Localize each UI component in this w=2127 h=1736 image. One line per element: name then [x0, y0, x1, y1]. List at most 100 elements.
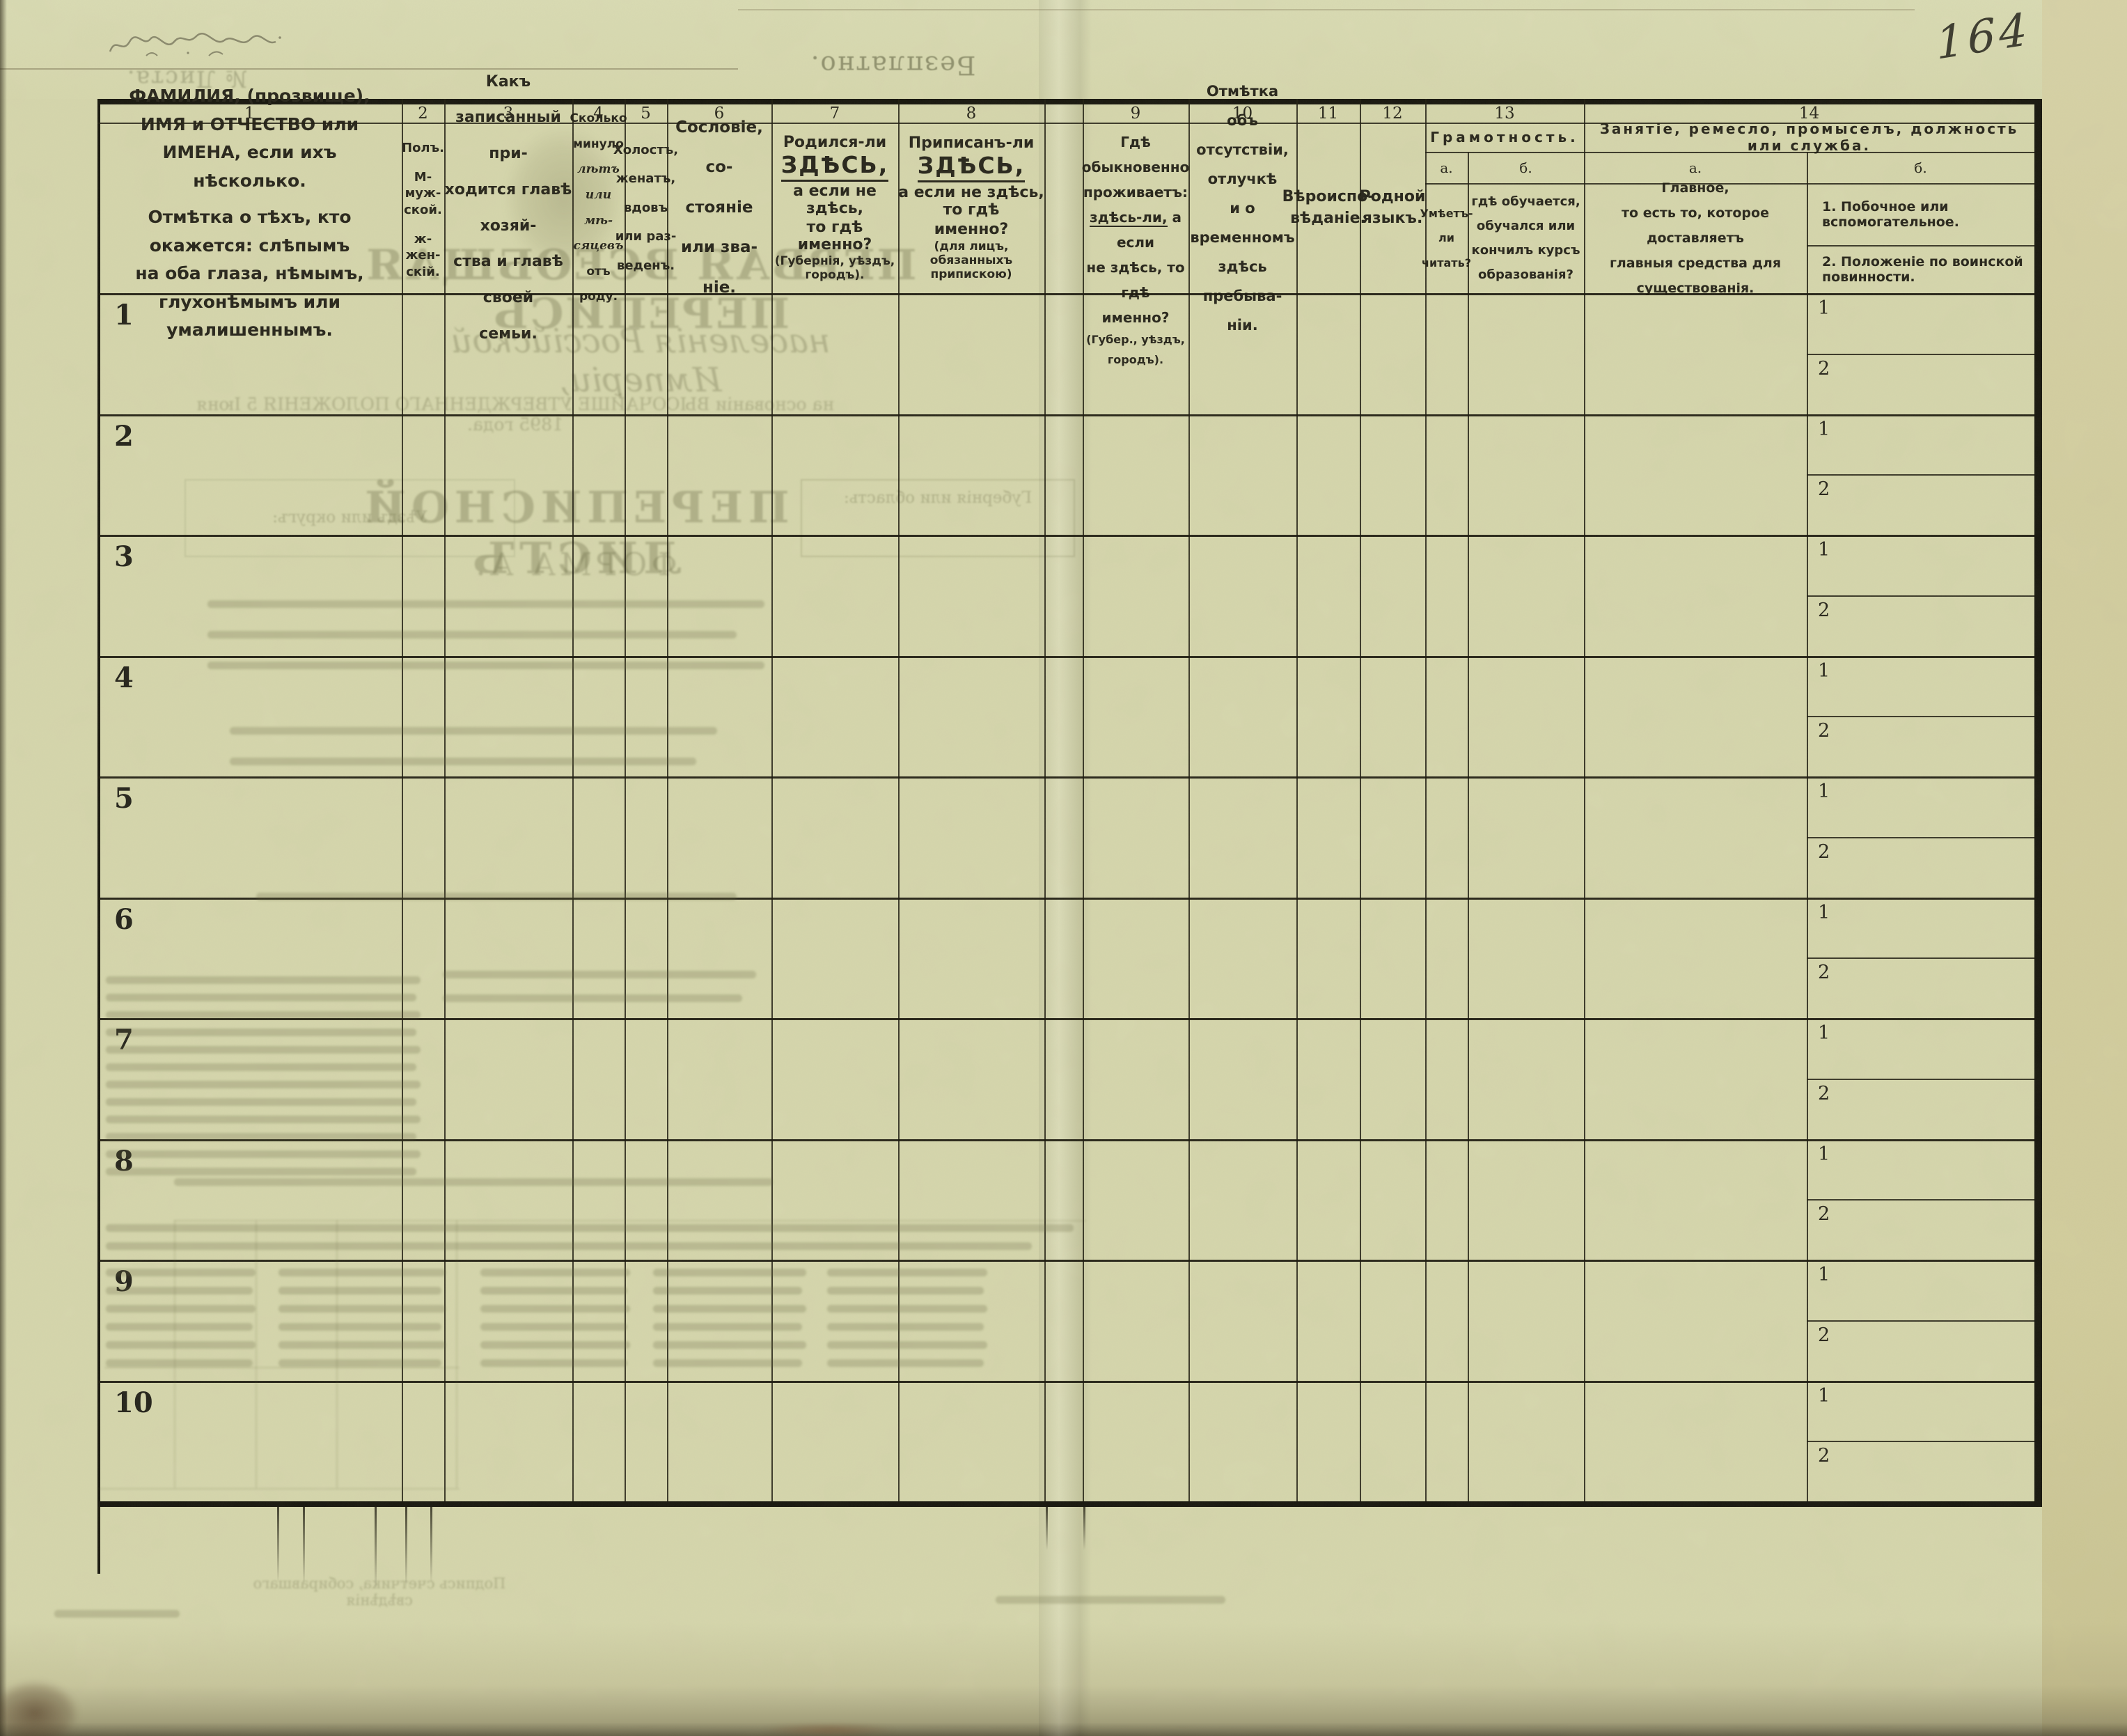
- header-14-title: Занятіе, ремесло, промыселъ, должность и…: [1599, 120, 2019, 154]
- grid-line-13-14-ab: [1425, 183, 2034, 185]
- grid-row-line: [97, 897, 2034, 900]
- grid-line-header-bottom: [97, 293, 2034, 295]
- column-header-13a-text: Умѣетъ- ли читать?: [1420, 183, 1473, 293]
- grid-line-v: [1425, 99, 1427, 1501]
- grid-line-v: [667, 99, 668, 1501]
- subrow-label: 1: [1818, 297, 1830, 319]
- column-header-2-sex: Полъ. М-муж- ской. ж-жен- скій.: [402, 127, 444, 293]
- subrow-label: 2: [1818, 599, 1830, 621]
- header-2-female: ж-жен- скій.: [405, 232, 441, 279]
- grid-line-v: [1188, 99, 1190, 1501]
- bleed-text-line: [996, 1596, 1225, 1604]
- column-header-10-absence: Отмѣтка объ отсутствіи, отлучкѣ и о врем…: [1188, 83, 1296, 334]
- header-9-l3: не здѣсь, то гдѣ именно?: [1086, 259, 1185, 326]
- subrow-label: 2: [1818, 1082, 1830, 1104]
- header-1-line2: Отмѣтка о тѣхъ, кто окажется: слѣпымъ на…: [135, 207, 364, 341]
- column-number: 12: [1382, 104, 1403, 123]
- grid-line-v-sub: [1468, 152, 1469, 1501]
- column-number: 3: [503, 104, 514, 123]
- column-header-1-name: ФАМИЛИЯ, (прозвище), ИМЯ и ОТЧЕСТВО или …: [111, 86, 388, 340]
- header-7-l2: а если не здѣсь,: [793, 182, 877, 218]
- grid-line-v: [1360, 99, 1361, 1501]
- grid-line-v: [444, 99, 446, 1501]
- header-13a-text: Умѣетъ- ли читать?: [1420, 207, 1473, 269]
- header-9-l1: Гдѣ обыкновенно проживаетъ:: [1081, 134, 1190, 201]
- header-14a-label: а.: [1688, 159, 1702, 176]
- line-stub: [277, 1507, 279, 1582]
- subrow-label: 2: [1818, 962, 1830, 984]
- stain-bottom-center: [738, 1720, 919, 1736]
- header-7-big: ЗДѢСЬ,: [780, 151, 889, 182]
- column-header-11-religion: Вѣроиспо- вѣданіе.: [1282, 123, 1374, 293]
- header-1-line1: ФАМИЛИЯ, (прозвище), ИМЯ и ОТЧЕСТВО или …: [129, 86, 370, 191]
- header-12-text: Родной языкъ.: [1359, 187, 1426, 227]
- column-number: 5: [641, 104, 651, 123]
- subrow-label: 2: [1818, 357, 1830, 380]
- grid-line-v: [1584, 99, 1585, 1501]
- stain-bottom-left: [0, 1671, 91, 1736]
- grid-halfrow-line: [1807, 836, 2034, 838]
- row-number: 6: [114, 902, 134, 936]
- header-14b2-text: 2. Положеніе по воинской повинности.: [1822, 253, 2023, 285]
- grid-row-line: [97, 414, 2034, 416]
- subrow-label: 1: [1818, 781, 1830, 802]
- header-7-pre: Родился-ли: [783, 133, 887, 151]
- row-number: 5: [114, 782, 134, 815]
- row-number: 4: [114, 661, 134, 694]
- column-number: 11: [1317, 104, 1339, 123]
- header-8-l2: а если не здѣсь, то гдѣ: [898, 184, 1044, 219]
- grid-halfrow-line: [1807, 1441, 2034, 1443]
- bleed-signature-line: Подпись счетчика, собиравшаго свѣдѣнія: [253, 1575, 506, 1609]
- subrow-label: 1: [1818, 539, 1830, 561]
- column-number: 4: [593, 104, 604, 123]
- column-header-14b2-text: 2. Положеніе по воинской повинности.: [1807, 245, 2034, 293]
- subrow-label: 2: [1818, 1445, 1830, 1467]
- grid-line-v: [771, 99, 773, 1501]
- handwritten-page-number: 164: [1934, 3, 2032, 70]
- header-7-line1: Родился-ли ЗДѢСЬ,: [771, 134, 898, 182]
- header-7-note: (Губернія, уѣздъ, городъ).: [774, 254, 895, 283]
- column-header-9-residence: Гдѣ обыкновенно проживаетъ: здѣсь-ли, а …: [1081, 123, 1190, 366]
- subrow-label: 1: [1818, 418, 1830, 440]
- grid-row-line: [97, 535, 2034, 537]
- grid-halfrow-line: [1807, 957, 2034, 960]
- grid-row-line: [97, 655, 2034, 658]
- row-number: 9: [114, 1265, 134, 1298]
- grid-halfrow-line: [1807, 474, 2034, 476]
- grid-row-line: [97, 1139, 2034, 1141]
- subrow-label: 1: [1818, 901, 1830, 923]
- column-header-14-occupation-title: Занятіе, ремесло, промыселъ, должность и…: [1584, 120, 2034, 154]
- column-header-13a-label: а.: [1425, 152, 1468, 183]
- column-header-3-relation: Какъ записанный при- ходится главѣ хозяй…: [444, 73, 572, 343]
- census-table: ФАМИЛИЯ, (прозвище), ИМЯ и ОТЧЕСТВО или …: [97, 73, 2042, 1574]
- column-number: 14: [1798, 104, 1820, 123]
- line-stub: [405, 1507, 407, 1588]
- grid-row-line: [97, 1018, 2034, 1020]
- header-6-text: Сословіе, со- стояніе или зва- ніе.: [675, 118, 763, 297]
- scan-left-edge: [0, 0, 7, 1736]
- subrow-label: 1: [1818, 1143, 1830, 1165]
- header-8-line1: Приписанъ-ли ЗДѢСЬ,: [898, 134, 1044, 182]
- row-number: 7: [114, 1024, 134, 1056]
- column-header-13-literacy-title: Грамотность.: [1425, 123, 1584, 152]
- grid-halfrow-line: [1807, 353, 2034, 355]
- row-number: 8: [114, 1144, 134, 1178]
- column-header-14a-text: Главное, то есть то, которое доставляетъ…: [1584, 180, 1807, 296]
- grid-line-v: [1083, 99, 1084, 1501]
- column-header-13b-text: гдѣ обучается, обучался или кончилъ курс…: [1468, 183, 1584, 293]
- handwriting-scribble: [109, 33, 281, 56]
- column-number: 9: [1130, 104, 1141, 123]
- row-number: 2: [114, 419, 134, 453]
- table-border-top: [97, 99, 2042, 104]
- header-8-big: ЗДѢСЬ,: [917, 152, 1026, 182]
- header-8-l3: именно?: [934, 220, 1009, 238]
- line-stub: [1046, 1507, 1048, 1550]
- subrow-label: 1: [1818, 659, 1830, 682]
- grid-halfrow-line: [1807, 595, 2034, 597]
- column-number: 1: [244, 104, 255, 123]
- subrow-label: 2: [1818, 840, 1830, 863]
- grid-line-under-numbers: [97, 123, 2034, 124]
- column-header-7-birthplace: Родился-ли ЗДѢСЬ, а если не здѣсь, то гд…: [771, 123, 898, 293]
- grid-row-line: [97, 776, 2034, 779]
